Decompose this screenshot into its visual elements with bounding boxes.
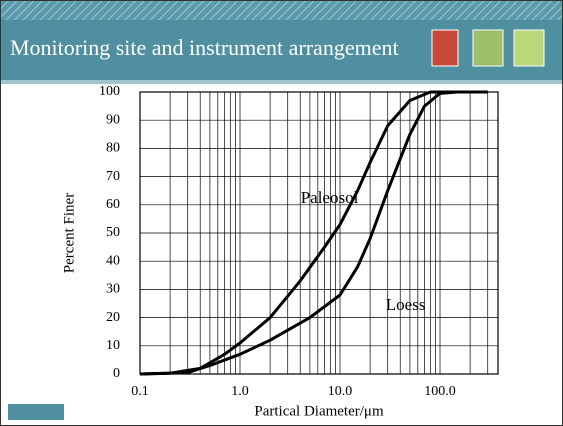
y-tick-label: 20 (106, 310, 120, 325)
x-tick-label: 1.0 (231, 384, 249, 399)
y-tick-label: 60 (106, 197, 120, 212)
slide-title: Monitoring site and instrument arrangeme… (10, 35, 399, 60)
y-tick-label: 30 (106, 282, 120, 297)
line-series (139, 90, 488, 376)
icon (513, 29, 545, 67)
y-tick-label: 50 (106, 225, 120, 240)
series-label: Loess (386, 295, 426, 314)
chart: 0 10 20 30 40 50 60 70 80 90 100 0.1 1.0 10.0 100.0 Par… (61, 84, 499, 419)
y-tick-label: 80 (106, 141, 120, 156)
y-axis-label: Percent Finer (61, 193, 77, 273)
x-tick-label: 10.0 (328, 384, 353, 399)
header-rule (0, 80, 563, 84)
x-tick-label: 100.0 (424, 384, 456, 399)
plot-frame (139, 91, 499, 375)
icon (431, 29, 459, 67)
header-stripe (0, 0, 563, 20)
header-band (0, 20, 563, 80)
y-tick-label: 10 (106, 338, 120, 353)
line-series (139, 90, 488, 376)
series-label: Paleosol (301, 188, 359, 207)
y-tick-label: 90 (106, 112, 120, 127)
y-tick-label: 100 (99, 84, 120, 99)
y-tick-label: 0 (113, 366, 120, 381)
y-tick-label: 70 (106, 169, 120, 184)
x-tick-label: 0.1 (131, 384, 149, 399)
y-tick-label: 40 (106, 253, 120, 268)
icon (472, 29, 504, 67)
footer-bar (8, 404, 64, 420)
x-axis-label: Partical Diameter/μm (254, 403, 384, 419)
